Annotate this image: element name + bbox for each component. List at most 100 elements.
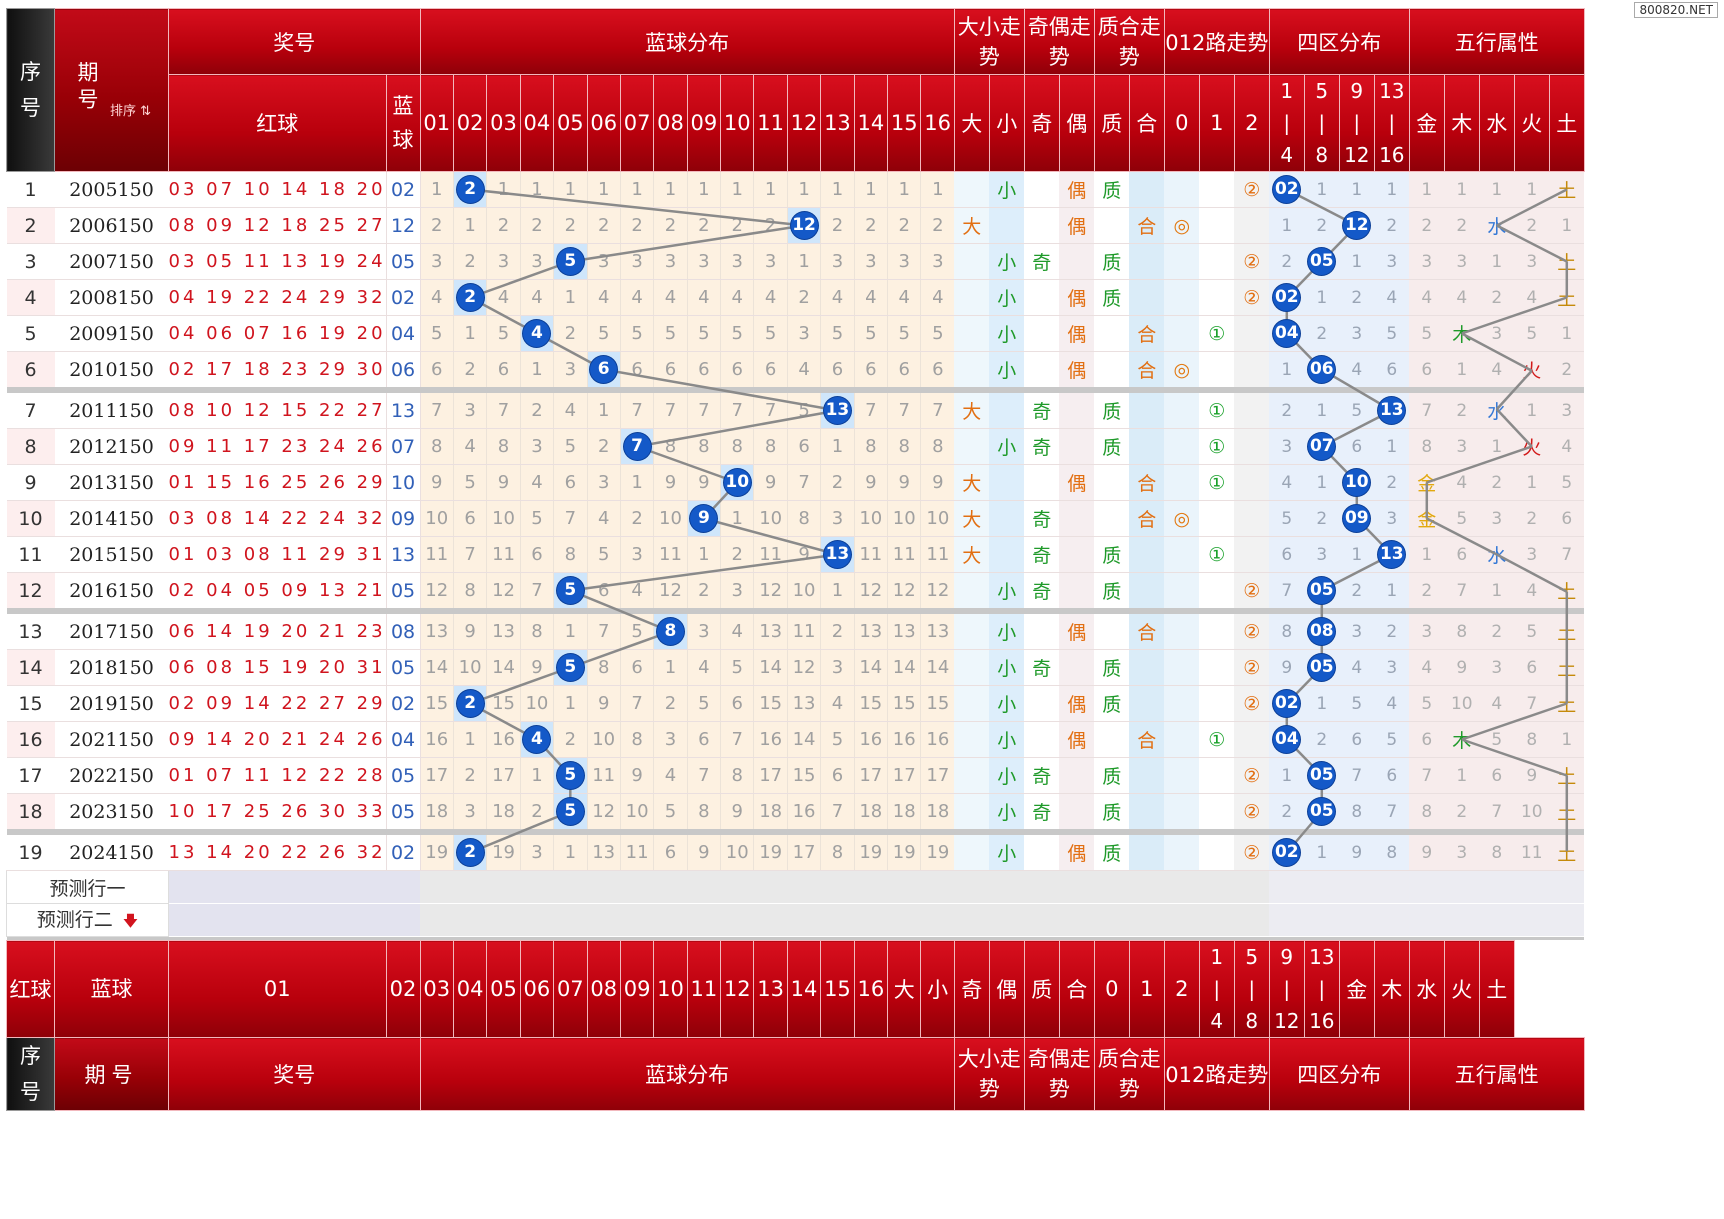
predict-cell[interactable] xyxy=(1059,870,1095,904)
predict-cell[interactable] xyxy=(1479,903,1515,937)
blue-dist-cell: 8 xyxy=(553,536,587,573)
predict-cell[interactable] xyxy=(954,870,990,904)
quadrant-cell: 9 xyxy=(1269,649,1305,686)
predict-cell[interactable] xyxy=(1304,903,1340,937)
predict-cell[interactable] xyxy=(1304,870,1340,904)
header-quadrant-range: 13 | 16 xyxy=(1303,940,1340,1038)
predict-cell[interactable] xyxy=(1549,870,1585,904)
predict-cell[interactable] xyxy=(989,870,1025,904)
predict-cell[interactable] xyxy=(954,903,990,937)
predict-cell[interactable] xyxy=(887,870,921,904)
predict-cell[interactable] xyxy=(520,870,554,904)
row-period: 2016150 xyxy=(54,572,169,612)
predict-cell[interactable] xyxy=(920,870,955,904)
sort-button[interactable]: 排序 ⇅ xyxy=(109,103,152,119)
blue-dist-cell: 4 xyxy=(586,279,621,316)
predict-cell[interactable] xyxy=(587,903,621,937)
predict-cell[interactable] xyxy=(553,870,587,904)
predict-cell[interactable] xyxy=(1339,903,1375,937)
predict-row[interactable]: 预测行一 xyxy=(6,870,1585,904)
blue-dist-cell: 12 xyxy=(653,572,688,612)
predict-cell[interactable] xyxy=(486,870,521,904)
blue-dist-cell: 16 xyxy=(853,721,888,758)
blue-dist-cell: 5 xyxy=(820,721,855,758)
header-col-13: 13 xyxy=(820,74,855,172)
predict-cell[interactable] xyxy=(1094,870,1130,904)
predict-cell[interactable] xyxy=(1514,870,1550,904)
predict-cell[interactable] xyxy=(887,903,921,937)
row-period: 2023150 xyxy=(54,793,169,833)
predict-cell[interactable] xyxy=(620,870,654,904)
predict-cell[interactable] xyxy=(1024,903,1060,937)
predict-cell[interactable] xyxy=(687,870,721,904)
predict-cell[interactable] xyxy=(1409,870,1445,904)
header-col-木: 木 xyxy=(1373,940,1410,1038)
predict-cell[interactable] xyxy=(1059,903,1095,937)
predict-cell[interactable] xyxy=(1164,870,1200,904)
row-index: 5 xyxy=(6,315,55,352)
blue-dist-cell: 2 xyxy=(820,464,855,501)
predict-cell[interactable] xyxy=(989,903,1025,937)
predict-cell[interactable] xyxy=(620,903,654,937)
header-big-small: 大小走势 xyxy=(953,8,1025,75)
predict-cell[interactable] xyxy=(1129,903,1165,937)
predict-cell[interactable] xyxy=(1374,903,1410,937)
big-cell xyxy=(954,171,990,208)
predict-cell[interactable] xyxy=(553,903,587,937)
predict-cell[interactable] xyxy=(453,870,487,904)
predict-cell[interactable] xyxy=(1234,903,1270,937)
predict-cell[interactable] xyxy=(1444,870,1480,904)
wuxing-cell: 4 xyxy=(1479,685,1515,722)
predict-cell[interactable] xyxy=(1094,903,1130,937)
composite-cell xyxy=(1129,829,1165,871)
header-col-10: 10 xyxy=(720,74,755,172)
predict-cell[interactable] xyxy=(787,903,821,937)
predict-cell[interactable] xyxy=(653,870,688,904)
predict-cell[interactable] xyxy=(820,870,855,904)
predict-row[interactable]: 预测行二 🡇 xyxy=(6,903,1585,937)
predict-cell[interactable] xyxy=(753,870,788,904)
predict-cell[interactable] xyxy=(1234,870,1270,904)
predict-cell[interactable] xyxy=(687,903,721,937)
predict-cell[interactable] xyxy=(1024,870,1060,904)
quadrant-hit-ball: 09 xyxy=(1343,505,1371,532)
predict-cell[interactable] xyxy=(1339,870,1375,904)
blue-dist-cell: 4 xyxy=(820,279,855,316)
predict-cell[interactable] xyxy=(1164,903,1200,937)
predict-cell[interactable] xyxy=(787,870,821,904)
predict-cell[interactable] xyxy=(1199,870,1235,904)
row-red-balls: 03 08 14 22 24 32 xyxy=(168,500,387,537)
predict-cell[interactable] xyxy=(854,870,888,904)
predict-cell[interactable] xyxy=(1199,903,1235,937)
odd-cell: 奇 xyxy=(1024,757,1060,794)
blue-dist-cell: 8 xyxy=(786,500,821,537)
prime-cell: 质 xyxy=(1094,387,1130,429)
predict-cell[interactable] xyxy=(520,903,554,937)
predict-cell[interactable] xyxy=(1514,903,1550,937)
predict-cell[interactable] xyxy=(1549,903,1585,937)
predict-cell[interactable] xyxy=(1444,903,1480,937)
predict-cell[interactable] xyxy=(1479,870,1515,904)
predict-cell[interactable] xyxy=(420,903,454,937)
quadrant-cell: 5 xyxy=(1339,685,1375,722)
predict-cell[interactable] xyxy=(587,870,621,904)
predict-cell[interactable] xyxy=(1269,903,1305,937)
predict-cell[interactable] xyxy=(420,870,454,904)
predict-cell[interactable] xyxy=(653,903,688,937)
blue-dist-cell: 15 xyxy=(419,685,454,722)
predict-cell[interactable] xyxy=(820,903,855,937)
blue-dist-cell: 11 xyxy=(853,536,888,573)
predict-cell[interactable] xyxy=(720,903,754,937)
predict-cell[interactable] xyxy=(1409,903,1445,937)
predict-cell[interactable] xyxy=(920,903,955,937)
predict-cell[interactable] xyxy=(854,903,888,937)
predict-cell[interactable] xyxy=(1269,870,1305,904)
predict-cell[interactable] xyxy=(753,903,788,937)
predict-cell[interactable] xyxy=(1129,870,1165,904)
predict-cell[interactable] xyxy=(453,903,487,937)
predict-cell[interactable] xyxy=(486,903,521,937)
predict-cell[interactable] xyxy=(720,870,754,904)
blue-dist-cell: 2 xyxy=(887,207,921,244)
mod3-1-cell: ① xyxy=(1199,428,1235,465)
predict-cell[interactable] xyxy=(1374,870,1410,904)
